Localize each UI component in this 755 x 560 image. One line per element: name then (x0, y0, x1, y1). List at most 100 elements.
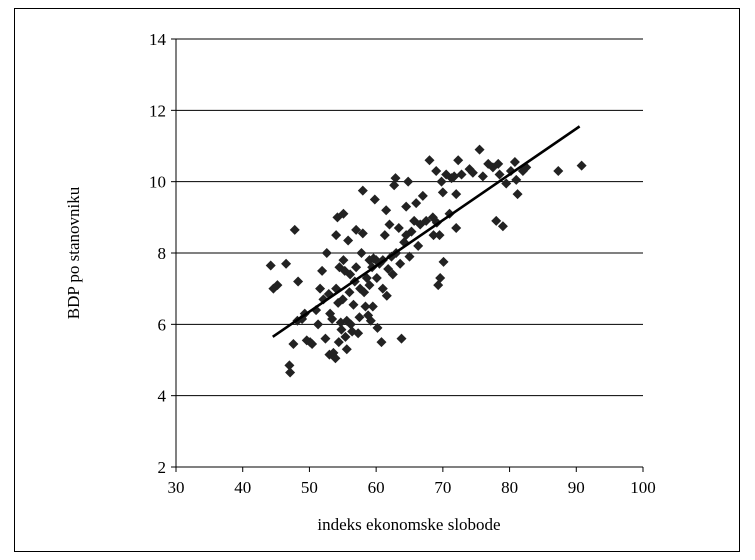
data-point (553, 165, 564, 176)
data-point (376, 337, 387, 348)
data-point (281, 258, 292, 269)
data-point (396, 333, 407, 344)
x-axis-label: indeks ekonomske slobode (317, 515, 500, 534)
data-point (401, 201, 412, 212)
data-points (265, 144, 587, 378)
data-point (345, 319, 356, 330)
data-point (395, 258, 406, 269)
y-tick-label: 14 (149, 30, 167, 49)
data-point (321, 248, 332, 258)
data-point (424, 155, 435, 166)
data-point (428, 230, 439, 241)
data-point (449, 171, 460, 182)
data-point (360, 301, 371, 312)
data-point (367, 301, 378, 312)
data-point (336, 324, 347, 335)
data-point (512, 189, 523, 200)
trendline-line (272, 125, 581, 338)
data-point (354, 312, 365, 323)
data-point (341, 344, 352, 355)
x-tick-label: 60 (368, 478, 385, 497)
data-point (477, 171, 488, 182)
data-point (509, 157, 520, 168)
y-tick-label: 12 (149, 101, 166, 120)
x-tick-label: 30 (168, 478, 185, 497)
x-tick-label: 100 (630, 478, 656, 497)
data-point (331, 230, 342, 241)
data-point (371, 272, 382, 283)
data-point (317, 265, 328, 276)
data-point (357, 228, 368, 239)
data-point (272, 280, 283, 291)
data-point (333, 337, 344, 348)
data-point (387, 269, 398, 280)
data-point (434, 230, 445, 241)
data-point (381, 205, 392, 216)
data-point (474, 144, 485, 155)
data-point (315, 283, 326, 294)
x-tick-label: 80 (501, 478, 518, 497)
data-point (491, 215, 502, 226)
y-tick-label: 6 (158, 315, 167, 334)
data-point (404, 251, 415, 262)
data-point (377, 283, 388, 294)
data-point (285, 367, 296, 378)
data-point (288, 338, 299, 349)
y-tick-label: 8 (158, 244, 167, 263)
data-point (364, 280, 375, 291)
y-tick-labels: 2 4 6 8 10 12 14 (149, 30, 167, 477)
data-point (433, 280, 444, 291)
data-point (511, 174, 522, 185)
data-point (501, 178, 512, 189)
data-point (413, 240, 424, 251)
data-point (330, 353, 341, 364)
data-point (406, 226, 417, 237)
data-point (421, 215, 432, 226)
y-axis-label: BDP po stanovniku (64, 186, 83, 319)
data-point (383, 264, 394, 275)
y-tick-label: 4 (158, 387, 167, 406)
data-point (436, 176, 447, 187)
data-point (384, 219, 395, 230)
x-tick-label: 50 (301, 478, 318, 497)
data-point (437, 187, 448, 198)
data-point (293, 276, 304, 287)
data-point (435, 272, 446, 283)
data-point (284, 360, 295, 371)
data-point (453, 155, 464, 166)
data-point (393, 223, 404, 234)
data-point (351, 262, 362, 273)
data-point (497, 221, 508, 232)
y-tick-label: 10 (149, 173, 166, 192)
data-point (345, 269, 356, 280)
data-point (365, 315, 376, 326)
data-point (431, 165, 442, 176)
data-point (357, 185, 368, 196)
data-point (379, 230, 390, 241)
data-point (411, 198, 422, 209)
data-point (320, 333, 331, 344)
data-point (505, 165, 516, 176)
data-point (372, 322, 383, 333)
data-point (389, 180, 400, 191)
data-point (456, 169, 467, 180)
data-point (390, 173, 401, 184)
y-tick-label: 2 (158, 458, 167, 477)
data-point (351, 224, 362, 235)
x-tick-label: 70 (434, 478, 451, 497)
data-point (467, 167, 478, 178)
data-point (353, 328, 364, 339)
data-point (493, 158, 504, 169)
data-point (417, 190, 428, 201)
data-point (327, 313, 338, 324)
x-tick-label: 90 (568, 478, 585, 497)
x-tick-labels: 30 40 50 60 70 80 90 100 (168, 478, 656, 497)
data-point (494, 169, 505, 180)
data-point (340, 331, 351, 342)
x-tick-label: 40 (234, 478, 251, 497)
data-point (343, 235, 354, 246)
data-point (356, 248, 367, 258)
data-point (359, 287, 370, 298)
data-point (403, 176, 414, 187)
